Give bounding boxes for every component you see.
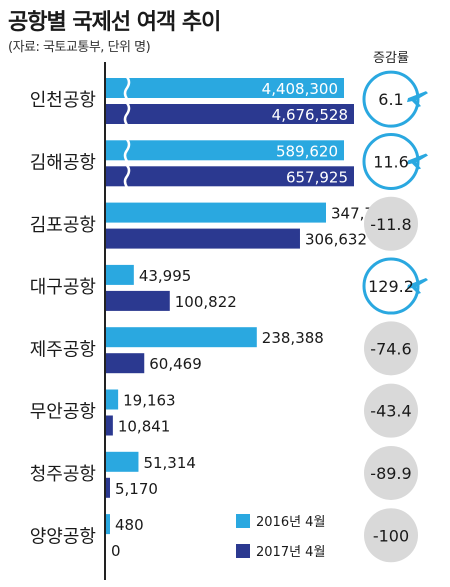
bar-2016 (106, 327, 257, 348)
legend-label: 2016년 4월 (256, 515, 325, 530)
bar-2016 (106, 78, 344, 98)
value-label-2017: 0 (111, 542, 121, 560)
change-value: -43.4 (370, 402, 411, 421)
change-value: -89.9 (370, 464, 411, 483)
change-header: 증감률 (373, 51, 409, 66)
value-label-2017: 60,469 (149, 355, 202, 373)
bar-2017 (106, 228, 300, 249)
value-label-2017: 5,170 (115, 480, 158, 498)
axis-break-mark (123, 164, 131, 188)
increase-ring (362, 132, 420, 190)
increase-ring (362, 257, 420, 315)
bar-2016 (106, 451, 139, 472)
category-label: 청주공항 (30, 464, 96, 485)
bar-2016 (106, 140, 344, 161)
value-label-2016: 4,408,300 (262, 80, 338, 98)
axis-break-mark (123, 138, 131, 162)
bar-2016 (106, 202, 326, 223)
value-label-2016: 238,388 (262, 329, 324, 347)
legend-label: 2017년 4월 (256, 545, 325, 560)
increase-ring (362, 70, 420, 128)
airplane-icon (407, 91, 428, 108)
airplane-icon (407, 153, 428, 170)
legend-swatch (236, 514, 250, 528)
value-label-2017: 306,632 (305, 231, 367, 249)
value-label-2017: 4,676,528 (272, 106, 348, 124)
value-label-2017: 10,841 (118, 418, 171, 436)
change-value: 11.6 (373, 152, 409, 171)
category-label: 무안공항 (30, 402, 96, 423)
category-label: 인천공항 (30, 90, 96, 111)
category-label: 양양공항 (30, 526, 96, 547)
bar-2016 (106, 514, 110, 535)
bar-2017 (106, 415, 113, 436)
axis-break-mark (123, 76, 131, 100)
value-label-2017: 657,925 (286, 168, 348, 186)
bar-2017 (106, 477, 110, 498)
bar-2017 (106, 166, 354, 187)
axis-break-mark (123, 102, 131, 126)
value-label-2016: 43,995 (139, 267, 192, 285)
decrease-circle (364, 508, 418, 563)
change-value: -11.8 (370, 215, 411, 234)
value-label-2016: 480 (115, 516, 144, 534)
legend-swatch (236, 544, 250, 558)
category-label: 김포공항 (30, 215, 96, 236)
bar-2017 (106, 290, 170, 311)
value-label-2016: 589,620 (276, 142, 338, 160)
category-label: 대구공항 (30, 277, 96, 298)
category-label: 제주공항 (30, 339, 96, 360)
chart-source: (자료: 국토교통부, 단위 명) (8, 40, 151, 55)
decrease-circle (364, 321, 418, 376)
value-label-2016: 51,314 (143, 454, 196, 472)
value-label-2016: 19,163 (123, 392, 176, 410)
decrease-circle (364, 383, 418, 438)
bar-2017 (106, 353, 145, 374)
change-value: 6.1 (378, 90, 403, 109)
airplane-icon (407, 278, 428, 295)
decrease-circle (364, 196, 418, 251)
change-value: 129.2 (368, 277, 414, 296)
change-value: -100 (373, 526, 409, 545)
bar-2016 (106, 389, 119, 410)
decrease-circle (364, 445, 418, 500)
category-label: 김해공항 (30, 152, 96, 173)
bar-2016 (106, 264, 134, 285)
value-label-2017: 100,822 (175, 293, 237, 311)
bar-2017 (106, 104, 354, 124)
chart-title: 공항별 국제선 여객 추이 (8, 10, 221, 35)
change-value: -74.6 (370, 339, 411, 358)
